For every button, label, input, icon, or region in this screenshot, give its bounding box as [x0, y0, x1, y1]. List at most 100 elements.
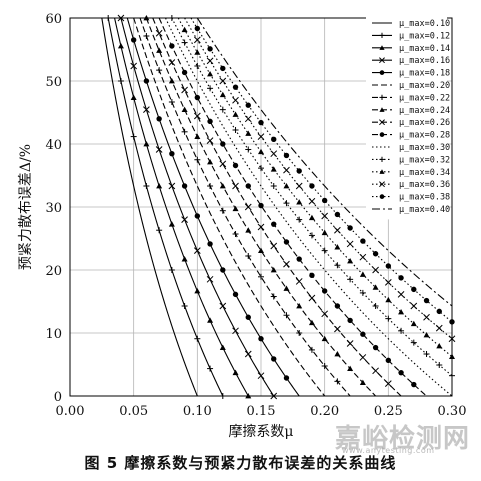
- data-point: [379, 107, 385, 112]
- data-point: [168, 267, 175, 273]
- data-point: [232, 205, 239, 212]
- x-tick-label: 0.00: [56, 404, 85, 419]
- data-point: [207, 365, 214, 372]
- data-point: [194, 335, 201, 342]
- data-point: [347, 365, 354, 372]
- legend-label: μ_max=0.38: [399, 193, 450, 203]
- legend-label: μ_max=0.12: [399, 31, 450, 41]
- data-point: [334, 325, 341, 333]
- data-point: [321, 229, 328, 236]
- data-point: [334, 244, 341, 250]
- data-point: [155, 29, 163, 37]
- data-point: [372, 303, 379, 309]
- data-point: [156, 227, 163, 234]
- data-point: [219, 183, 226, 189]
- data-point: [245, 146, 252, 153]
- data-point: [295, 278, 303, 285]
- data-point: [397, 291, 405, 298]
- data-point: [270, 166, 277, 172]
- data-point: [379, 181, 385, 188]
- y-tick-label: 50: [45, 75, 62, 90]
- data-point: [334, 226, 341, 234]
- data-point: [194, 133, 201, 139]
- data-point: [423, 297, 430, 304]
- data-point: [435, 324, 443, 332]
- data-point: [283, 239, 290, 245]
- data-point: [270, 242, 278, 250]
- data-point: [143, 141, 150, 147]
- data-point: [207, 71, 214, 77]
- data-point: [410, 339, 417, 346]
- data-point: [219, 302, 227, 310]
- data-point: [232, 291, 239, 298]
- data-point: [334, 262, 341, 269]
- series-path: [184, 17, 453, 340]
- data-point: [143, 33, 150, 39]
- data-point: [130, 133, 137, 140]
- data-point: [379, 119, 385, 126]
- legend-label: μ_max=0.14: [399, 44, 450, 54]
- data-point: [295, 182, 303, 190]
- data-point: [347, 258, 354, 264]
- data-point: [308, 197, 316, 205]
- data-point: [296, 216, 303, 223]
- data-point: [194, 156, 201, 163]
- data-point: [244, 203, 252, 211]
- data-point: [220, 267, 226, 273]
- data-point: [359, 289, 366, 296]
- series-line: [152, 17, 402, 397]
- plot-frame: [69, 17, 453, 397]
- data-point: [245, 130, 252, 136]
- data-point: [346, 340, 354, 347]
- data-point: [244, 115, 252, 123]
- x-axis-label: 摩擦系数μ: [228, 423, 293, 440]
- data-point: [156, 183, 163, 189]
- data-point: [181, 216, 188, 223]
- legend-label: μ_max=0.20: [399, 81, 450, 91]
- y-tick-label: 60: [45, 12, 62, 27]
- legend-item: μ_max=0.24: [372, 106, 450, 116]
- data-point: [181, 256, 188, 262]
- series-group: [101, 14, 456, 400]
- data-point: [194, 213, 201, 219]
- data-point: [206, 137, 214, 144]
- data-point: [334, 211, 341, 218]
- data-point: [219, 160, 227, 168]
- data-point: [257, 133, 265, 140]
- data-point: [117, 43, 124, 49]
- data-point: [257, 372, 265, 380]
- data-point: [219, 106, 226, 113]
- data-point: [245, 227, 252, 233]
- data-point: [296, 256, 302, 262]
- legend-item: μ_max=0.12: [372, 31, 450, 41]
- data-point: [423, 332, 430, 338]
- data-point: [245, 102, 251, 108]
- x-tick-label: 0.10: [183, 404, 212, 419]
- data-point: [245, 253, 252, 259]
- data-point: [411, 381, 417, 388]
- data-point: [283, 375, 290, 381]
- data-point: [308, 294, 316, 302]
- x-tick-label: 0.20: [310, 404, 339, 419]
- data-point: [423, 313, 430, 321]
- data-point: [206, 275, 214, 283]
- data-point: [347, 225, 353, 231]
- data-point: [232, 127, 239, 133]
- data-point: [232, 369, 239, 376]
- data-point: [283, 152, 290, 159]
- data-point: [436, 308, 442, 315]
- data-point: [258, 336, 264, 342]
- data-point: [232, 96, 239, 104]
- data-point: [143, 183, 150, 189]
- legend-item: μ_max=0.20: [372, 81, 450, 91]
- data-point: [296, 168, 302, 174]
- series-line: [184, 17, 456, 343]
- legend-background: [366, 15, 447, 220]
- data-point: [143, 78, 150, 84]
- data-point: [296, 303, 303, 309]
- data-point: [168, 59, 176, 66]
- series-path: [196, 17, 453, 307]
- x-tick-label: 0.30: [438, 404, 467, 419]
- data-point: [258, 165, 264, 172]
- series-path: [171, 17, 453, 377]
